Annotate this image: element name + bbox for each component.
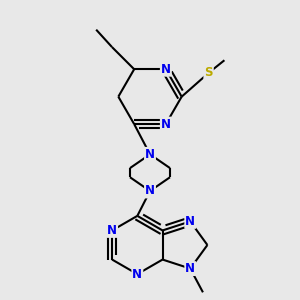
Text: S: S — [204, 66, 213, 80]
Text: N: N — [132, 268, 142, 281]
Text: N: N — [145, 184, 155, 197]
Text: N: N — [161, 118, 171, 130]
Text: N: N — [185, 262, 195, 275]
Text: N: N — [185, 215, 195, 228]
Text: N: N — [107, 224, 117, 237]
Text: N: N — [145, 148, 155, 161]
Text: N: N — [161, 63, 171, 76]
